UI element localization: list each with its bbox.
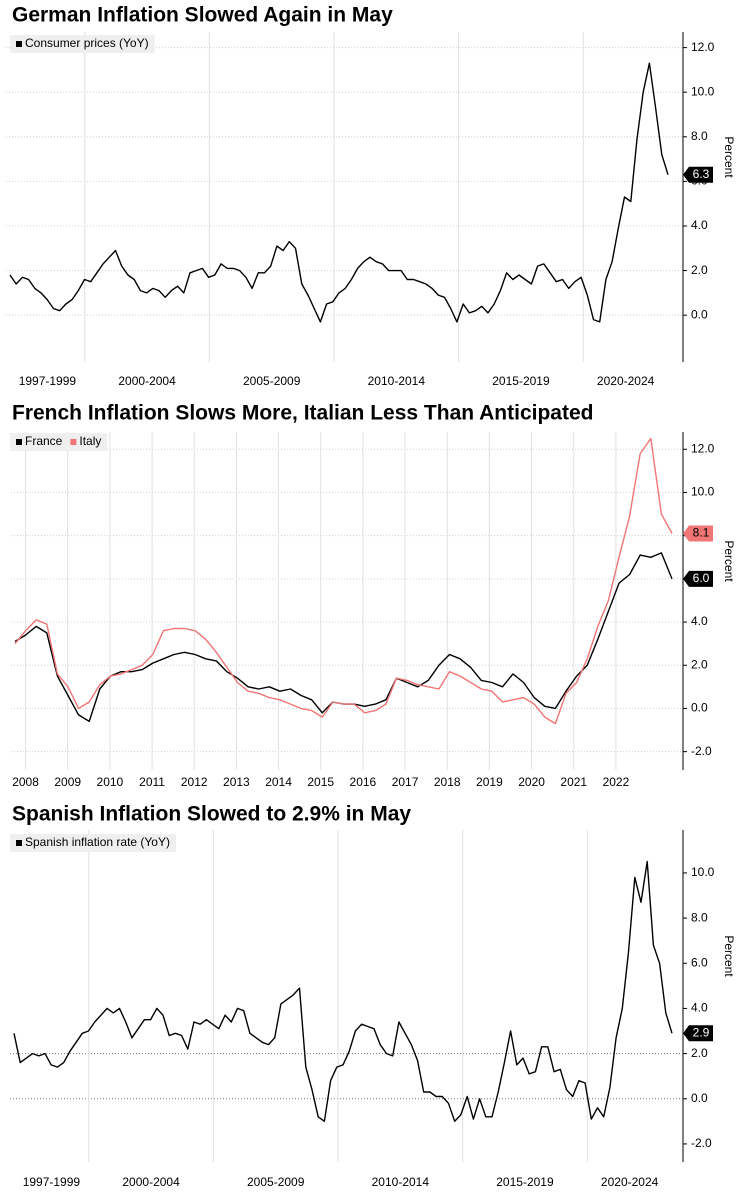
legend-box: [10, 433, 108, 451]
legend-label: Consumer prices (YoY): [25, 36, 149, 50]
legend: Consumer prices (YoY): [10, 35, 155, 53]
x-tick-label: 2009: [54, 775, 81, 789]
x-period-label: 1997-1999: [19, 374, 77, 388]
legend-label: Spanish inflation rate (YoY): [25, 835, 170, 849]
y-tick-label: 6.0: [691, 955, 708, 969]
x-tick-label: 2014: [265, 775, 292, 789]
legend-swatch: [16, 439, 22, 445]
x-period-label: 2020-2024: [601, 1175, 659, 1189]
x-period-label: 2010-2014: [372, 1175, 430, 1189]
legend-swatch: [16, 41, 22, 47]
end-label: 8.1: [693, 526, 710, 540]
y-tick-label: 10.0: [691, 865, 715, 879]
legend-label: Italy: [79, 434, 101, 448]
y-tick-label: -2.0: [691, 744, 712, 758]
legend-label: France: [25, 434, 63, 448]
x-tick-label: 2017: [392, 775, 419, 789]
legend: Spanish inflation rate (YoY): [10, 834, 176, 852]
y-axis-label: Percent: [722, 540, 736, 582]
x-period-label: 2005-2009: [247, 1175, 305, 1189]
chart-title: Spanish Inflation Slowed to 2.9% in May: [12, 803, 411, 826]
x-tick-label: 2010: [97, 775, 124, 789]
y-tick-label: 4.0: [691, 218, 708, 232]
y-tick-label: 0.0: [691, 701, 708, 715]
x-period-label: 2000-2004: [122, 1175, 180, 1189]
x-tick-label: 2019: [476, 775, 503, 789]
x-period-label: 2005-2009: [243, 374, 301, 388]
y-tick-label: 8.0: [691, 910, 708, 924]
y-tick-label: 12.0: [691, 40, 715, 54]
y-tick-label: 10.0: [691, 485, 715, 499]
end-tag: [683, 1025, 713, 1042]
x-tick-label: 2022: [603, 775, 630, 789]
legend-swatch: [70, 439, 77, 445]
y-tick-label: 4.0: [691, 614, 708, 628]
x-period-label: 1997-1999: [23, 1175, 81, 1189]
legend-box: [10, 35, 155, 53]
x-period-label: 2010-2014: [368, 374, 426, 388]
y-tick-label: 2.0: [691, 657, 708, 671]
x-tick-label: 2020: [518, 775, 545, 789]
y-tick-label: 4.0: [691, 1001, 708, 1015]
end-tag: [683, 570, 713, 587]
x-period-label: 2000-2004: [118, 374, 176, 388]
x-tick-label: 2015: [307, 775, 334, 789]
y-tick-label: 10.0: [691, 84, 715, 98]
end-label: 6.3: [693, 167, 710, 181]
y-tick-label: 0.0: [691, 1091, 708, 1105]
end-tag: [683, 525, 713, 542]
y-tick-label: 2.0: [691, 263, 708, 277]
x-period-label: 2015-2019: [496, 1175, 554, 1189]
y-tick-label: 12.0: [691, 441, 715, 455]
legend-swatch: [16, 840, 22, 846]
x-tick-label: 2008: [12, 775, 39, 789]
end-label: 2.9: [693, 1025, 710, 1039]
y-axis-label: Percent: [722, 136, 736, 178]
x-tick-label: 2021: [560, 775, 587, 789]
legend: France Italy: [10, 433, 108, 451]
data-line: [9, 62, 669, 323]
x-tick-label: 2011: [139, 775, 165, 789]
x-tick-label: 2016: [350, 775, 377, 789]
end-tag: [683, 166, 713, 183]
y-tick-label: -2.0: [691, 1136, 712, 1150]
y-tick-label: 0.0: [691, 307, 708, 321]
x-period-label: 2020-2024: [597, 374, 655, 388]
data-line: [13, 860, 673, 1122]
data-line: [14, 437, 673, 725]
x-tick-label: 2012: [181, 775, 208, 789]
chart-title: German Inflation Slowed Again in May: [12, 4, 393, 27]
legend-box: [10, 834, 176, 852]
chart-title: French Inflation Slows More, Italian Les…: [12, 402, 593, 425]
y-tick-label: 2.0: [691, 1046, 708, 1060]
end-label: 6.0: [693, 571, 710, 585]
x-period-label: 2015-2019: [492, 374, 550, 388]
x-tick-label: 2013: [223, 775, 250, 789]
y-axis-label: Percent: [722, 935, 736, 977]
x-tick-label: 2018: [434, 775, 461, 789]
y-tick-label: 8.0: [691, 129, 708, 143]
